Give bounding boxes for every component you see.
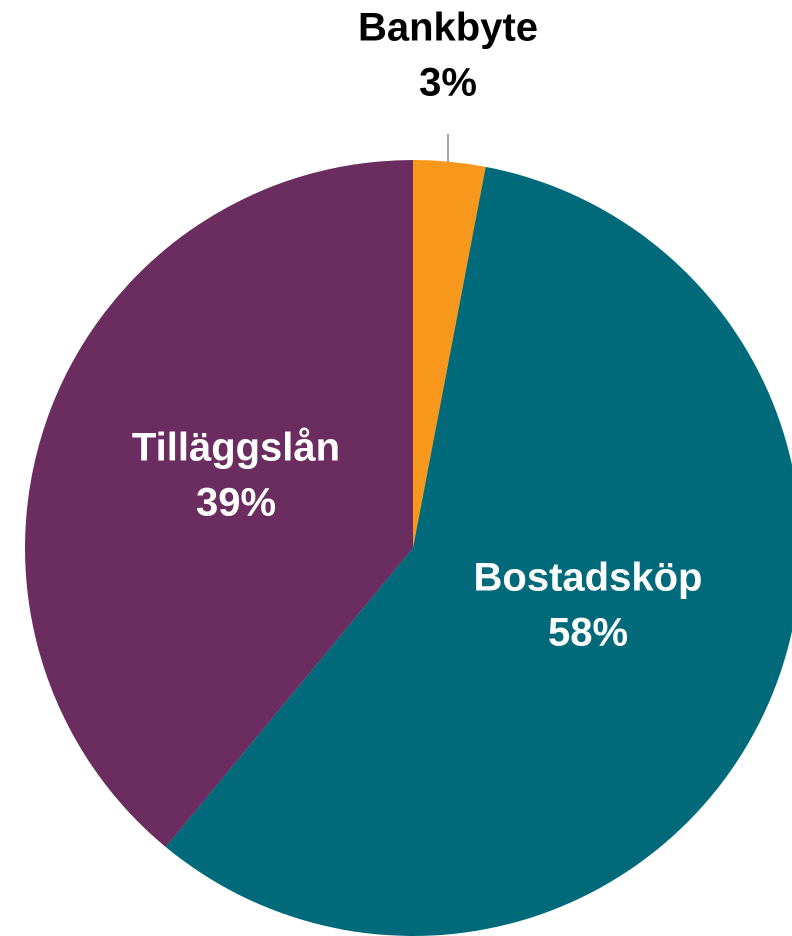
pie-slice: [413, 160, 486, 548]
pie-slice: [25, 160, 413, 847]
slice-label: Bostadsköp: [474, 556, 703, 600]
slice-label: Bankbyte: [358, 6, 538, 50]
pie-slice: [165, 166, 792, 936]
slice-value-label: 39%: [196, 481, 276, 525]
slice-value-label: 3%: [419, 61, 477, 105]
slice-value-label: 58%: [548, 611, 628, 655]
slice-label: Tilläggslån: [132, 426, 340, 470]
